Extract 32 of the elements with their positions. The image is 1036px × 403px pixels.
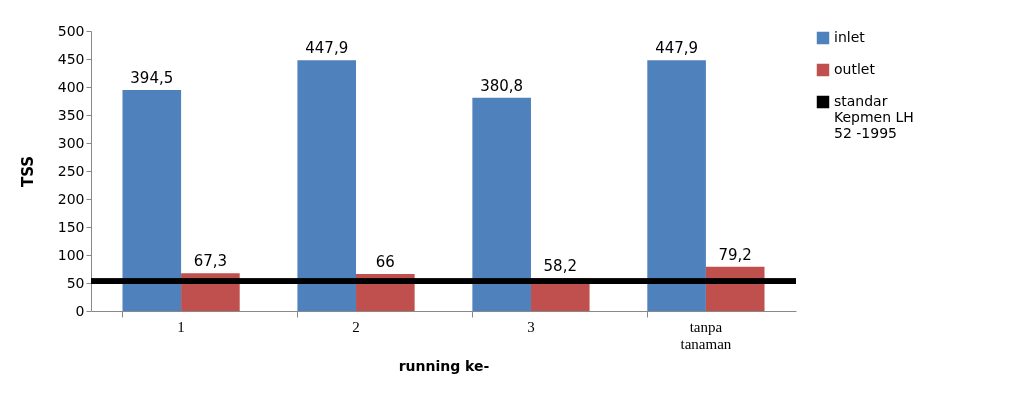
bar bbox=[122, 90, 182, 311]
data-label: 447,9 bbox=[655, 39, 699, 58]
bar bbox=[297, 60, 357, 311]
data-label: 447,9 bbox=[305, 39, 349, 58]
y-tick-label: 0 bbox=[75, 302, 85, 319]
data-label: 66 bbox=[375, 253, 395, 272]
y-tick-label: 500 bbox=[57, 22, 85, 39]
y-tick-label: 350 bbox=[57, 106, 85, 123]
data-label: 79,2 bbox=[718, 245, 752, 264]
y-tick-label: 400 bbox=[57, 78, 85, 95]
y-tick-label: 300 bbox=[57, 134, 85, 151]
y-tick-label: 50 bbox=[66, 274, 85, 291]
y-tick-label: 200 bbox=[57, 190, 85, 207]
x-tick-label: 1 bbox=[177, 318, 185, 335]
data-label: 67,3 bbox=[193, 252, 228, 271]
y-tick-label: 450 bbox=[57, 50, 85, 67]
data-label: 394,5 bbox=[130, 69, 174, 88]
y-axis-title: TSS bbox=[18, 155, 37, 188]
x-tick-label: 3 bbox=[527, 318, 535, 335]
x-tick-label: tanpa tanaman bbox=[680, 318, 732, 352]
y-tick-label: 100 bbox=[57, 246, 85, 263]
data-label: 380,8 bbox=[480, 76, 524, 95]
legend-label: standar Kepmen LH 52 -1995 bbox=[834, 93, 914, 141]
bar bbox=[647, 60, 706, 311]
legend-label: inlet bbox=[834, 29, 866, 45]
y-tick-label: 250 bbox=[57, 162, 85, 179]
data-label: 58,2 bbox=[543, 257, 577, 276]
bar bbox=[472, 97, 531, 311]
x-tick-label: 2 bbox=[352, 318, 360, 335]
legend-label: outlet bbox=[834, 61, 876, 77]
x-axis-title: running ke- bbox=[398, 357, 490, 374]
y-tick-label: 150 bbox=[57, 218, 85, 235]
